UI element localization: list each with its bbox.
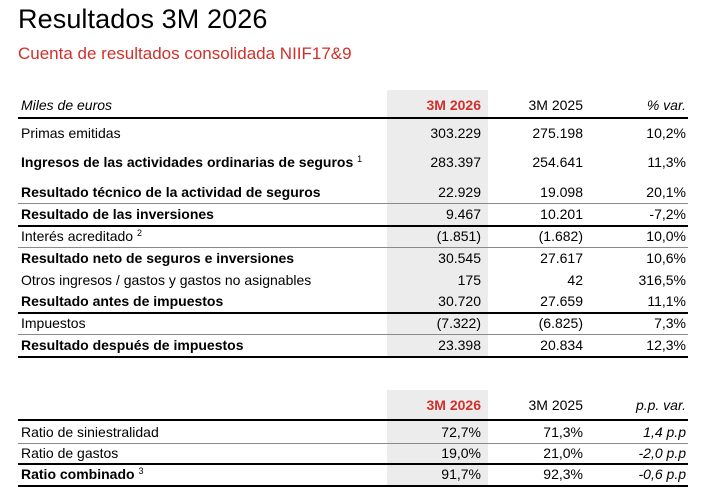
- table-row: Ratio combinado 3 91,7% 92,3% -0,6 p.p: [18, 464, 688, 485]
- row-label: Ratio de siniestralidad: [21, 424, 159, 440]
- value-3m-2026: 91,7%: [441, 466, 481, 482]
- row-label: Resultado antes de impuestos: [21, 293, 224, 309]
- value-3m-2025: 42: [567, 272, 583, 288]
- table-row: Otros ingresos / gastos y gastos no asig…: [18, 270, 688, 291]
- row-label: Ratio combinado 3: [21, 464, 143, 485]
- header-rule: [18, 117, 688, 119]
- table-row: Primas emitidas 303.229 275.198 10,2%: [18, 123, 688, 144]
- header-pct-var: % var.: [646, 97, 686, 113]
- value-3m-2025: 92,3%: [543, 466, 583, 482]
- table-row: Resultado de las inversiones 9.467 10.20…: [18, 204, 688, 225]
- current-period-column-shade-2: [387, 390, 488, 486]
- value-3m-2025: (6.825): [538, 315, 583, 331]
- row-rule: [18, 334, 688, 335]
- value-3m-2025: 275.198: [532, 125, 583, 141]
- value-var: 10,0%: [646, 228, 686, 244]
- value-var: 12,3%: [646, 337, 686, 353]
- value-var: 1,4 p.p: [643, 424, 686, 440]
- value-var: 316,5%: [638, 272, 686, 288]
- header-rule: [18, 419, 688, 421]
- value-3m-2026: 30.720: [438, 293, 481, 309]
- value-3m-2025: (1.682): [538, 228, 583, 244]
- row-label: Otros ingresos / gastos y gastos no asig…: [21, 272, 312, 288]
- table-row: Impuestos (7.322) (6.825) 7,3%: [18, 313, 688, 334]
- value-3m-2026: 22.929: [438, 184, 481, 200]
- page-subtitle: Cuenta de resultados consolidada NIIF17&…: [18, 44, 352, 63]
- row-label: Ratio de gastos: [21, 445, 119, 461]
- value-var: 10,6%: [646, 250, 686, 266]
- value-var: 7,3%: [654, 315, 686, 331]
- table-bottom-rule: [18, 356, 688, 358]
- row-rule: [18, 443, 688, 444]
- footnote-marker: 1: [357, 154, 363, 164]
- value-var: 10,2%: [646, 125, 686, 141]
- value-3m-2025: 254.641: [532, 154, 583, 170]
- value-3m-2025: 19.098: [540, 184, 583, 200]
- value-3m-2025: 27.617: [540, 250, 583, 266]
- current-period-column-shade: [387, 90, 488, 356]
- header-pp-var: p.p. var.: [635, 397, 686, 413]
- value-var: -2,0 p.p: [638, 445, 686, 461]
- table-header-row: Miles de euros 3M 2026 3M 2025 % var.: [18, 95, 688, 116]
- header-3m-2025: 3M 2025: [528, 97, 583, 113]
- table-row: Ratio de gastos 19,0% 21,0% -2,0 p.p: [18, 443, 688, 464]
- table-bottom-rule: [18, 485, 688, 487]
- row-label: Impuestos: [21, 315, 86, 331]
- value-3m-2026: (1.851): [436, 228, 481, 244]
- value-var: -7,2%: [649, 206, 686, 222]
- row-label: Primas emitidas: [21, 125, 121, 141]
- value-3m-2026: 283.397: [430, 154, 481, 170]
- row-label: Resultado neto de seguros e inversiones: [21, 250, 295, 266]
- row-label: Ingresos de las actividades ordinarias d…: [21, 152, 362, 173]
- row-label: Resultado de las inversiones: [21, 206, 214, 222]
- value-3m-2026: 19,0%: [441, 445, 481, 461]
- table-row: Ratio de siniestralidad 72,7% 71,3% 1,4 …: [18, 422, 688, 443]
- value-3m-2026: 9.467: [445, 206, 481, 222]
- row-rule: [18, 312, 688, 314]
- value-3m-2026: 175: [457, 272, 481, 288]
- table-row: Interés acreditado 2 (1.851) (1.682) 10,…: [18, 226, 688, 247]
- units-label: Miles de euros: [21, 97, 113, 113]
- value-3m-2025: 21,0%: [543, 445, 583, 461]
- header-3m-2026: 3M 2026: [426, 97, 481, 113]
- header-3m-2026: 3M 2026: [426, 397, 481, 413]
- value-3m-2025: 27.659: [540, 293, 583, 309]
- footnote-marker: 3: [138, 466, 144, 476]
- table-row: Resultado neto de seguros e inversiones …: [18, 248, 688, 269]
- page-title: Resultados 3M 2026: [18, 4, 268, 34]
- row-label: Interés acreditado 2: [21, 226, 142, 247]
- value-var: 11,1%: [647, 293, 686, 309]
- row-label: Resultado técnico de la actividad de seg…: [21, 184, 321, 200]
- value-3m-2026: 23.398: [438, 337, 481, 353]
- value-var: -0,6 p.p: [638, 466, 686, 482]
- value-var: 11,3%: [647, 154, 686, 170]
- row-label-text: Ratio combinado: [21, 466, 135, 482]
- table-header-row: 3M 2026 3M 2025 p.p. var.: [18, 395, 688, 416]
- row-label: Resultado después de impuestos: [21, 337, 244, 353]
- value-3m-2026: 303.229: [430, 125, 481, 141]
- table-row: Resultado técnico de la actividad de seg…: [18, 182, 688, 203]
- row-rule: [18, 203, 688, 204]
- row-label-text: Ingresos de las actividades ordinarias d…: [21, 154, 354, 170]
- footnote-marker: 2: [136, 228, 142, 238]
- row-rule: [18, 225, 688, 227]
- value-3m-2025: 20.834: [540, 337, 583, 353]
- row-rule: [18, 247, 688, 248]
- value-3m-2026: 30.545: [438, 250, 481, 266]
- table-row: Resultado antes de impuestos 30.720 27.6…: [18, 291, 688, 312]
- table-row: Ingresos de las actividades ordinarias d…: [18, 152, 688, 173]
- value-var: 20,1%: [646, 184, 686, 200]
- header-3m-2025: 3M 2025: [528, 397, 583, 413]
- value-3m-2025: 10.201: [540, 206, 583, 222]
- row-label-text: Interés acreditado: [21, 228, 134, 244]
- table-row: Resultado después de impuestos 23.398 20…: [18, 335, 688, 356]
- value-3m-2026: (7.322): [436, 315, 481, 331]
- value-3m-2025: 71,3%: [543, 424, 583, 440]
- row-rule: [18, 463, 688, 465]
- value-3m-2026: 72,7%: [441, 424, 481, 440]
